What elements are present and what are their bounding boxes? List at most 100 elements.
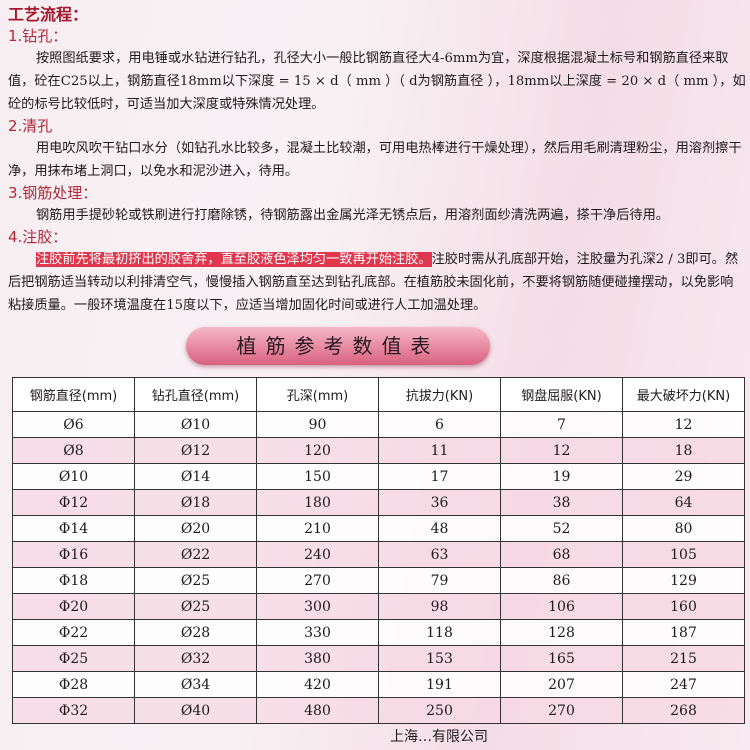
company-footer: 上海…有限公司 <box>390 729 488 745</box>
table-cell: 79 <box>378 567 501 594</box>
table-cell: 207 <box>500 671 623 698</box>
table-cell: Ø34 <box>134 671 257 698</box>
table-cell: 250 <box>378 697 501 724</box>
table-cell: 63 <box>378 541 501 568</box>
table-cell: 120 <box>256 437 379 464</box>
table-cell: Ø40 <box>134 697 257 724</box>
table-cell: 98 <box>378 593 501 620</box>
table-row: Φ28 Ø34 420 191 207 247 <box>12 671 745 698</box>
table-cell: Ø28 <box>134 619 257 646</box>
table-cell: Φ12 <box>12 489 135 516</box>
table-cell: 19 <box>500 463 623 490</box>
table-row: Ø10 Ø14 150 17 19 29 <box>12 463 745 490</box>
table-cell: 129 <box>622 567 745 594</box>
table-cell: 165 <box>500 645 623 672</box>
table-row: Ø6 Ø10 90 6 7 12 <box>12 411 745 438</box>
section-text: 注胶前先将最初挤出的胶舍弃，直至胶液色泽均匀一致再开始注胶。注胶时需从孔底部开始… <box>8 248 746 317</box>
table-cell: 480 <box>256 697 379 724</box>
section-heading: 4.注胶： <box>8 228 68 246</box>
table-cell: Φ22 <box>12 619 135 646</box>
table-cell: 187 <box>622 619 745 646</box>
table-cell: Ø8 <box>12 437 135 464</box>
table-cell: 118 <box>378 619 501 646</box>
table-cell: 105 <box>622 541 745 568</box>
table-cell: 420 <box>256 671 379 698</box>
table-row: Φ22 Ø28 330 118 128 187 <box>12 619 745 646</box>
table-cell: Ø25 <box>134 593 257 620</box>
table-cell: Ø25 <box>134 567 257 594</box>
table-row: Φ16 Ø22 240 63 68 105 <box>12 541 745 568</box>
table-cell: 191 <box>378 671 501 698</box>
rebar-reference-table: 钢筋直径(mm) 钻孔直径(mm) 孔深(mm) 抗拔力(KN) 钢盘屈服(KN) 最大破… <box>12 377 745 724</box>
table-cell: 18 <box>622 437 745 464</box>
section-heading: 3.钢筋处理： <box>8 184 98 202</box>
table-cell: Φ20 <box>12 593 135 620</box>
table-cell: 68 <box>500 541 623 568</box>
column-header: 抗拔力(KN) <box>378 377 501 412</box>
column-header: 钢盘屈服(KN) <box>500 377 623 412</box>
table-cell: Ø10 <box>12 463 135 490</box>
table-cell: 210 <box>256 515 379 542</box>
table-cell: Φ32 <box>12 697 135 724</box>
table-cell: 215 <box>622 645 745 672</box>
table-row: Φ14 Ø20 210 48 52 80 <box>12 515 745 542</box>
table-cell: 300 <box>256 593 379 620</box>
table-cell: Ø6 <box>12 411 135 438</box>
table-cell: 11 <box>378 437 501 464</box>
table-cell: 64 <box>622 489 745 516</box>
table-cell: 29 <box>622 463 745 490</box>
table-cell: 268 <box>622 697 745 724</box>
column-header: 最大破坏力(KN) <box>622 377 745 412</box>
section-heading: 1.钻孔： <box>8 27 68 45</box>
table-cell: 38 <box>500 489 623 516</box>
table-cell: 128 <box>500 619 623 646</box>
table-cell: Φ18 <box>12 567 135 594</box>
table-cell: 330 <box>256 619 379 646</box>
table-cell: Φ28 <box>12 671 135 698</box>
table-row: Φ12 Ø18 180 36 38 64 <box>12 489 745 516</box>
table-cell: 270 <box>500 697 623 724</box>
table-cell: 86 <box>500 567 623 594</box>
section-text: 钢筋用手提砂轮或铁刷进行打磨除锈，待钢筋露出金属光泽无锈点后，用溶剂面纱清洗两遍… <box>36 208 669 223</box>
table-cell: 52 <box>500 515 623 542</box>
section-text: 按照图纸要求，用电锤或水钻进行钻孔，孔径大小一般比钢筋直径大4-6mm为宜，深度… <box>8 51 746 112</box>
table-cell: 153 <box>378 645 501 672</box>
table-cell: 7 <box>500 411 623 438</box>
table-cell: 36 <box>378 489 501 516</box>
table-title-banner: 植筋参考数值表 <box>186 327 490 365</box>
table-cell: 247 <box>622 671 745 698</box>
table-cell: Ø14 <box>134 463 257 490</box>
table-cell: Ø12 <box>134 437 257 464</box>
column-header: 孔深(mm) <box>256 377 379 412</box>
table-cell: Ø18 <box>134 489 257 516</box>
table-row: Φ18 Ø25 270 79 86 129 <box>12 567 745 594</box>
section-heading: 2.清孔 <box>8 117 53 135</box>
table-cell: Ø10 <box>134 411 257 438</box>
table-cell: Ø22 <box>134 541 257 568</box>
table-cell: 17 <box>378 463 501 490</box>
table-cell: Ø20 <box>134 515 257 542</box>
table-cell: 180 <box>256 489 379 516</box>
highlighted-text: 注胶前先将最初挤出的胶舍弃，直至胶液色泽均匀一致再开始注胶。 <box>36 252 432 267</box>
table-cell: 12 <box>500 437 623 464</box>
table-cell: 270 <box>256 567 379 594</box>
table-cell: 150 <box>256 463 379 490</box>
table-cell: Ø32 <box>134 645 257 672</box>
table-row: Φ20 Ø25 300 98 106 160 <box>12 593 745 620</box>
table-cell: 90 <box>256 411 379 438</box>
table-row: Φ32 Ø40 480 250 270 268 <box>12 697 745 724</box>
page-title: 工艺流程： <box>8 5 89 24</box>
table-cell: 240 <box>256 541 379 568</box>
table-cell: 48 <box>378 515 501 542</box>
table-row: Ø8 Ø12 120 11 12 18 <box>12 437 745 464</box>
section-text: 用电吹风吹干钻口水分（如钻孔水比较多，混凝土比较潮，可用电热棒进行干燥处理），然… <box>8 141 742 179</box>
table-cell: Φ25 <box>12 645 135 672</box>
column-header: 钻孔直径(mm) <box>134 377 257 412</box>
table-cell: 6 <box>378 411 501 438</box>
table-cell: Φ16 <box>12 541 135 568</box>
table-cell: 80 <box>622 515 745 542</box>
table-row: Φ25 Ø32 380 153 165 215 <box>12 645 745 672</box>
column-header: 钢筋直径(mm) <box>12 377 135 412</box>
table-cell: 12 <box>622 411 745 438</box>
table-cell: 380 <box>256 645 379 672</box>
